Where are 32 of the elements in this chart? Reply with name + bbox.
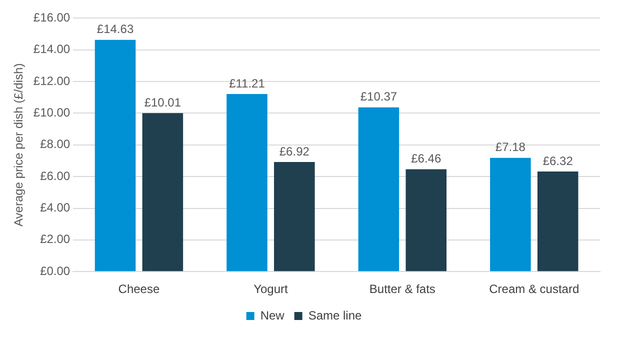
y-tick-label: £4.00 <box>40 200 70 215</box>
bar <box>358 107 400 272</box>
data-label: £10.01 <box>144 95 182 110</box>
data-label: £14.63 <box>96 22 134 36</box>
bar <box>274 162 315 272</box>
bar <box>537 172 578 272</box>
y-axis-title: Average price per dish (£/dish) <box>12 63 26 226</box>
x-tick-label: Cheese <box>118 282 160 296</box>
x-tick-label: Yogurt <box>254 282 288 296</box>
y-tick-label: £16.00 <box>33 10 70 25</box>
data-label: £10.37 <box>360 90 398 104</box>
y-tick-label: £2.00 <box>40 232 70 246</box>
data-label: £6.92 <box>279 144 310 158</box>
bar <box>142 113 184 272</box>
legend-label: New <box>260 308 285 322</box>
y-tick-label: £14.00 <box>33 42 70 56</box>
y-tick-label: £12.00 <box>33 74 70 88</box>
bar <box>406 169 447 272</box>
bar <box>490 158 531 272</box>
data-label: £6.32 <box>542 154 574 168</box>
x-tick-label: Butter & fats <box>369 282 436 296</box>
y-tick-label: £10.00 <box>33 106 70 120</box>
data-label: £7.18 <box>495 140 526 154</box>
legend-label: Same line <box>308 308 362 322</box>
x-tick-label: Cream & custard <box>489 282 580 296</box>
bar <box>94 40 136 272</box>
y-tick-label: £6.00 <box>40 168 70 183</box>
bar <box>226 94 268 272</box>
data-label: £6.46 <box>411 152 442 166</box>
y-tick-label: £0.00 <box>40 264 70 278</box>
y-tick-label: £8.00 <box>40 137 70 152</box>
data-label: £11.21 <box>229 76 266 90</box>
